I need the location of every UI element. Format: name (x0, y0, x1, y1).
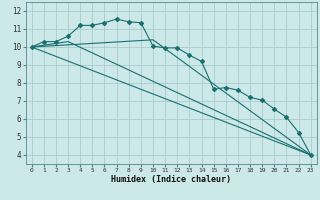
X-axis label: Humidex (Indice chaleur): Humidex (Indice chaleur) (111, 175, 231, 184)
